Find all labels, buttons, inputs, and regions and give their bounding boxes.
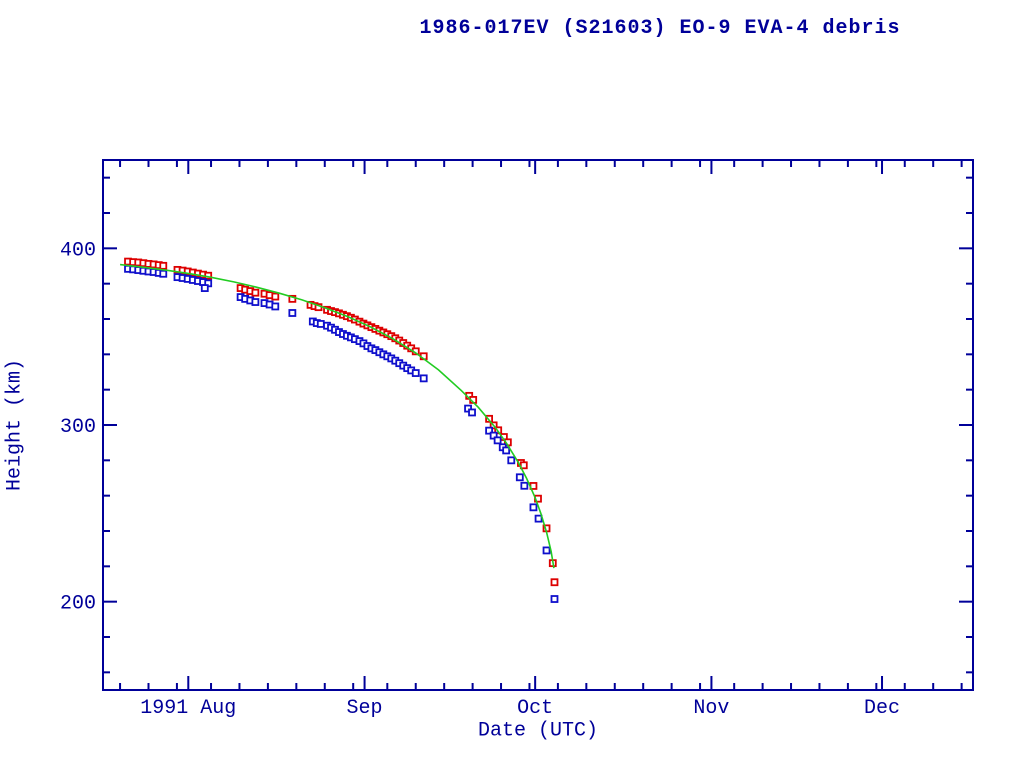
perigee-height-point	[502, 446, 511, 455]
perigee-height-point	[550, 595, 559, 603]
perigee-height-point	[271, 302, 280, 311]
perigee-height-point	[489, 431, 498, 440]
x-tick-label: Dec	[864, 697, 900, 720]
perigee-height-point	[468, 408, 476, 417]
x-axis-title: Date (UTC)	[477, 719, 599, 743]
plot-frame	[102, 159, 974, 691]
y-tick-label: 200	[60, 593, 96, 616]
perigee-height-point	[542, 546, 551, 555]
perigee-height-point	[485, 426, 493, 435]
apogee-height-point	[519, 461, 528, 470]
x-tick-label: Nov	[693, 697, 729, 720]
perigee-height-point	[251, 298, 260, 306]
x-tick-label: 1991 Aug	[140, 697, 236, 720]
apogee-height-point	[251, 288, 260, 297]
perigee-height-point	[507, 456, 516, 465]
perigee-height-point	[529, 503, 538, 512]
apogee-height-point	[485, 414, 493, 423]
y-tick-label: 300	[60, 416, 96, 439]
x-tick-label: Sep	[347, 697, 383, 720]
perigee-height-point	[520, 481, 529, 490]
perigee-height-point	[534, 514, 543, 523]
apogee-height-point	[159, 261, 168, 270]
perigee-height-point	[200, 284, 209, 292]
perigee-height-point	[316, 320, 325, 328]
perigee-height-point	[411, 369, 420, 377]
apogee-height-point	[271, 292, 280, 301]
apogee-height-point	[550, 578, 559, 587]
perigee-height-point	[419, 374, 428, 383]
fit-line	[120, 263, 555, 569]
apogee-height-point	[288, 294, 297, 303]
perigee-height-point	[288, 309, 297, 317]
x-tick-label: Oct	[517, 697, 553, 720]
perigee-height-point	[493, 436, 502, 445]
perigee-height-point	[515, 473, 524, 482]
chart-title: 1986-017EV (S21603) EO-9 EVA-4 debris	[419, 17, 901, 40]
perigee-height-point	[159, 269, 168, 278]
y-tick-label: 400	[60, 239, 96, 262]
